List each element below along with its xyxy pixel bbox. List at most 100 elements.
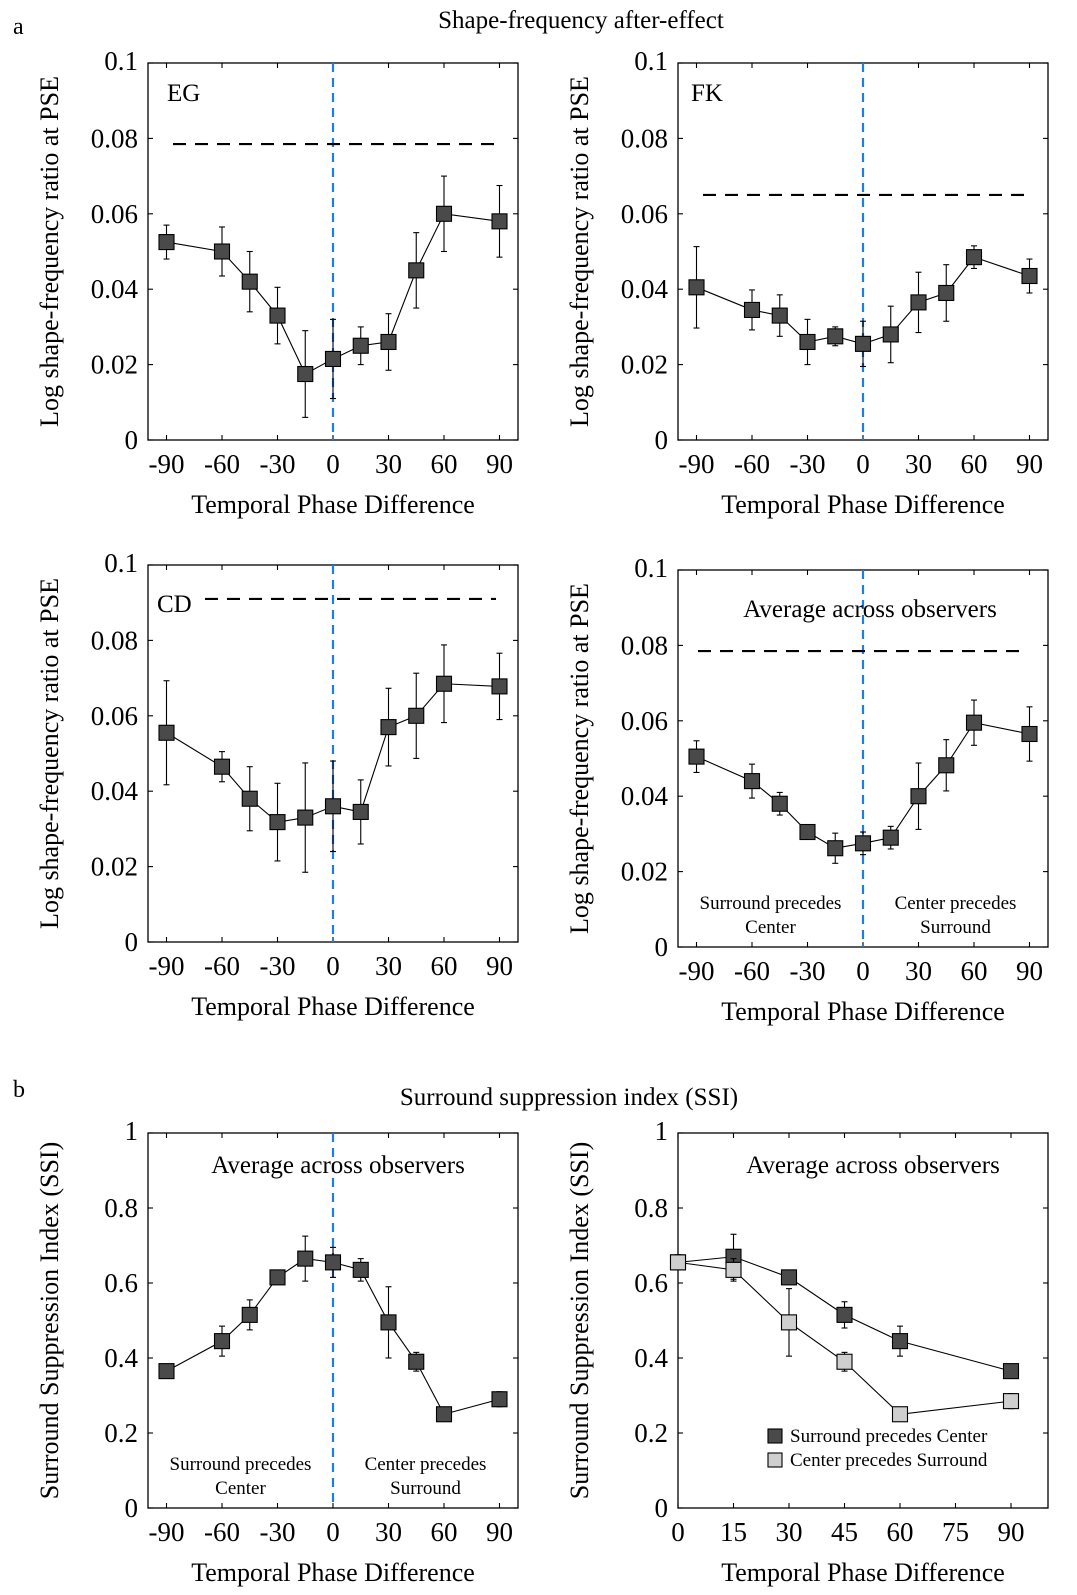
- chart-panels: -90 -60 -30 0 30 60 90 0 0.02 0.04 0.06 0.08 0.1 Temp…: [35, 46, 1049, 1587]
- section-b-title: Surround suppression index (SSI): [400, 1084, 738, 1111]
- x-tick-label: -60: [204, 449, 240, 479]
- data-point: [938, 284, 955, 302]
- x-tick-label: -30: [260, 1517, 296, 1547]
- x-tick-label: 30: [375, 1517, 402, 1547]
- series-line: [677, 1261, 1012, 1415]
- legend-label: Surround precedes Center: [790, 1426, 988, 1447]
- data-point: [213, 1333, 231, 1350]
- y-tick-label: 0.06: [621, 706, 668, 736]
- data-point: [297, 1250, 314, 1267]
- series-1: [669, 1254, 1020, 1423]
- data-point: [380, 719, 397, 736]
- x-tick-label: 60: [961, 449, 988, 479]
- data-point: [435, 675, 453, 692]
- y-tick-label: 0.6: [104, 1268, 138, 1298]
- x-axis-label: Temporal Phase Difference: [191, 1558, 475, 1587]
- y-tick-label: 0.06: [91, 199, 138, 229]
- data-point: [688, 279, 705, 296]
- y-tick-label: 0.06: [621, 199, 668, 229]
- series-0: [688, 699, 1038, 864]
- annotation-right: Center precedes: [365, 1454, 487, 1475]
- data-point: [891, 1406, 909, 1423]
- data-point: [158, 234, 175, 251]
- data-point: [435, 205, 453, 222]
- y-tick-label: 0.02: [91, 852, 138, 882]
- data-point: [241, 273, 258, 290]
- series-line: [677, 1256, 1012, 1372]
- chart-cd: -90 -60 -30 0 30 60 90 0 0.02 0.04 0.06 0.08 0.1 Temp…: [35, 548, 519, 1021]
- x-tick-label: 60: [431, 449, 458, 479]
- data-point: [408, 707, 425, 724]
- y-tick-label: 0: [655, 425, 669, 455]
- data-point: [836, 1306, 853, 1323]
- data-point: [491, 1391, 508, 1408]
- x-tick-label: 60: [887, 1517, 914, 1547]
- x-tick-label: 30: [905, 449, 932, 479]
- panel-title: FK: [691, 80, 723, 107]
- annotation-left: Center: [745, 917, 796, 938]
- x-axis-label: Temporal Phase Difference: [721, 997, 1005, 1026]
- x-tick-label: -30: [260, 951, 296, 981]
- plot-frame: [677, 1132, 1049, 1509]
- series-0: [158, 1235, 508, 1423]
- x-tick-label: -90: [149, 1517, 185, 1547]
- data-point: [352, 337, 369, 354]
- panel-title: Average across observers: [743, 596, 997, 623]
- y-tick-label: 0.02: [621, 350, 668, 380]
- y-tick-label: 0.4: [634, 1343, 668, 1373]
- x-tick-label: 0: [326, 449, 340, 479]
- y-tick-label: 0.04: [91, 776, 139, 806]
- x-tick-label: 90: [1016, 449, 1043, 479]
- data-point: [408, 1353, 425, 1370]
- y-tick-label: 0.08: [621, 630, 668, 660]
- data-point: [771, 307, 788, 324]
- y-tick-label: 0.02: [621, 857, 668, 887]
- x-tick-label: 0: [671, 1517, 685, 1547]
- data-point: [799, 823, 816, 841]
- x-tick-label: -90: [149, 951, 185, 981]
- x-axis-label: Temporal Phase Difference: [721, 490, 1005, 519]
- x-tick-label: -60: [734, 956, 770, 986]
- chart-ssi_phase: -90 -60 -30 0 30 60 90 0 0.2 0.4 0.6 0.8 1 Temporal P…: [35, 1116, 519, 1587]
- y-tick-label: 1: [655, 1116, 669, 1146]
- data-point: [241, 790, 258, 807]
- data-point: [324, 1254, 342, 1271]
- x-tick-label: -90: [679, 956, 715, 986]
- data-point: [352, 1261, 369, 1278]
- data-point: [965, 714, 983, 731]
- x-axis-label: Temporal Phase Difference: [191, 490, 475, 519]
- x-tick-label: 0: [856, 956, 870, 986]
- x-axis-label: Temporal Phase Difference: [721, 1558, 1005, 1587]
- data-point: [1021, 725, 1038, 743]
- annotation-right: Surround: [920, 917, 991, 938]
- x-tick-label: -60: [734, 449, 770, 479]
- data-point: [297, 365, 314, 383]
- x-tick-label: 0: [326, 1517, 340, 1547]
- y-tick-label: 0: [655, 932, 669, 962]
- data-point: [854, 335, 872, 352]
- chart-ssi_abs: 0 15 30 45 60 75 90 0 0.2 0.4 0.6 0.8 1 Temporal Phas…: [565, 1116, 1049, 1587]
- y-tick-label: 0.6: [634, 1268, 668, 1298]
- data-point: [743, 773, 761, 790]
- y-axis-label: Log shape-frequency ratio at PSE: [565, 583, 594, 934]
- x-tick-label: -90: [149, 449, 185, 479]
- series-0: [688, 245, 1038, 368]
- data-point: [780, 1314, 798, 1331]
- x-tick-label: 30: [375, 449, 402, 479]
- data-point: [688, 748, 705, 765]
- x-tick-label: -90: [679, 449, 715, 479]
- y-tick-label: 0.04: [621, 781, 669, 811]
- x-axis-label: Temporal Phase Difference: [191, 992, 475, 1021]
- data-point: [241, 1306, 258, 1323]
- data-point: [213, 758, 231, 775]
- data-point: [435, 1406, 453, 1423]
- x-tick-label: -30: [790, 449, 826, 479]
- x-tick-label: -60: [204, 951, 240, 981]
- panel-title: Average across observers: [211, 1152, 465, 1179]
- data-point: [380, 1314, 397, 1331]
- x-tick-label: 90: [486, 449, 513, 479]
- x-tick-label: 30: [375, 951, 402, 981]
- x-tick-label: 90: [486, 951, 513, 981]
- data-point: [827, 328, 844, 345]
- data-point: [158, 1363, 175, 1380]
